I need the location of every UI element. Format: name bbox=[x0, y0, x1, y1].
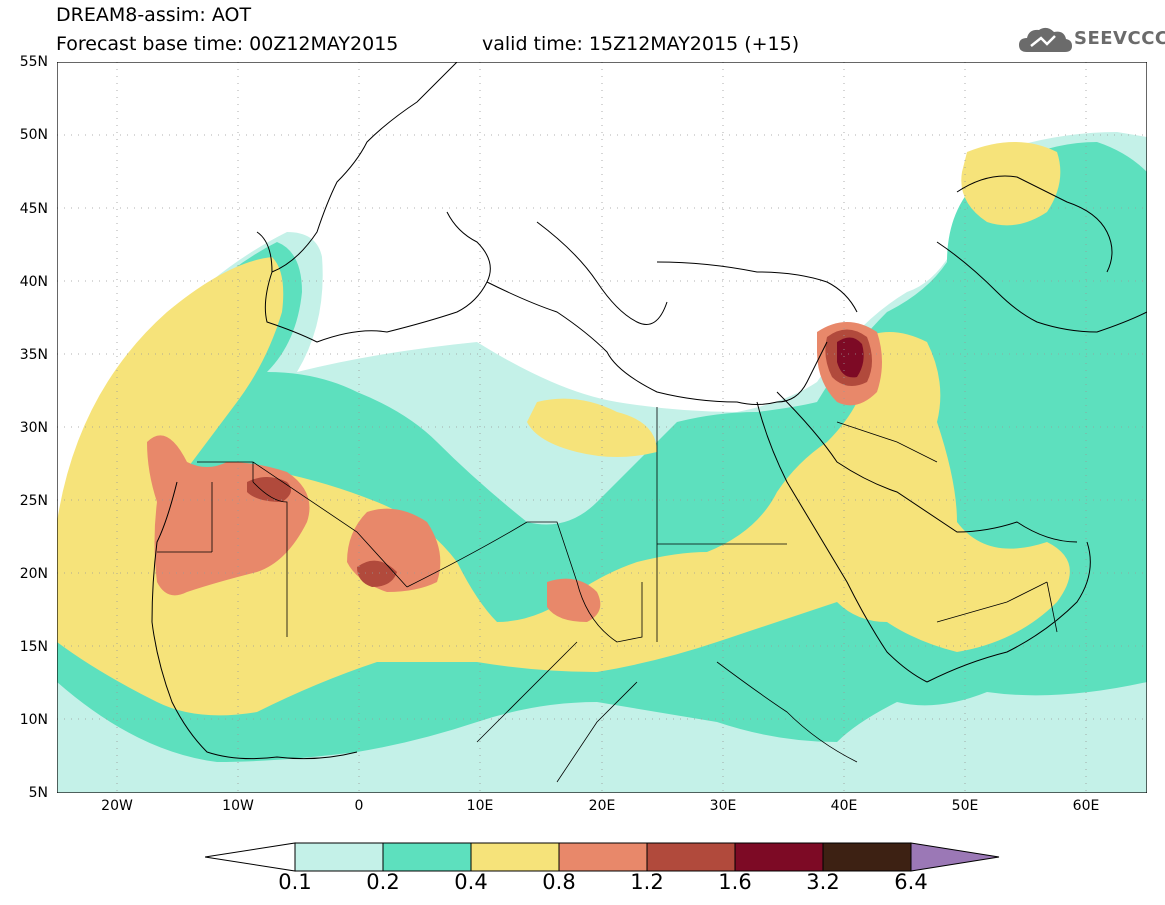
colorbar-low-arrow bbox=[205, 842, 296, 872]
forecast-base-time: Forecast base time: 00Z12MAY2015 bbox=[56, 33, 399, 55]
lon-label-60e: 60E bbox=[1072, 798, 1100, 814]
colorbar-swatch-1.2-1.6 bbox=[646, 842, 736, 872]
lat-label-5n: 5N bbox=[28, 785, 48, 801]
map-title: DREAM8-assim: AOT bbox=[56, 4, 252, 26]
logo-text: SEEVCCC bbox=[1074, 28, 1165, 49]
cloud-icon bbox=[1019, 27, 1072, 52]
lat-label-15n: 15N bbox=[19, 639, 48, 655]
lat-label-25n: 25N bbox=[19, 493, 48, 509]
graticule bbox=[57, 62, 1147, 793]
lat-label-55n: 55N bbox=[19, 54, 48, 70]
lon-label-30e: 30E bbox=[709, 798, 737, 814]
lon-label-0: 0 bbox=[354, 798, 364, 814]
colorbar-label-6.4: 6.4 bbox=[894, 870, 928, 894]
valid-time: valid time: 15Z12MAY2015 (+15) bbox=[482, 33, 800, 55]
colorbar-label-0.1: 0.1 bbox=[278, 870, 312, 894]
lat-label-40n: 40N bbox=[19, 274, 48, 290]
colorbar-swatch-0.8-1.2 bbox=[558, 842, 648, 872]
country-borders bbox=[157, 407, 1058, 783]
lon-label-50e: 50E bbox=[951, 798, 979, 814]
lat-label-30n: 30N bbox=[19, 420, 48, 436]
lon-label-20w: 20W bbox=[101, 798, 133, 814]
lat-label-50n: 50N bbox=[19, 127, 48, 143]
colorbar-label-0.4: 0.4 bbox=[454, 870, 488, 894]
colorbar-swatch-3.2-6.4 bbox=[822, 842, 912, 872]
lat-label-20n: 20N bbox=[19, 566, 48, 582]
seevccc-logo: SEEVCCC bbox=[1017, 24, 1165, 58]
colorbar-swatch-0.4-0.8 bbox=[470, 842, 560, 872]
colorbar-label-3.2: 3.2 bbox=[806, 870, 840, 894]
aot-map bbox=[57, 62, 1147, 793]
lon-label-10e: 10E bbox=[466, 798, 494, 814]
colorbar-swatch-1.6-3.2 bbox=[734, 842, 824, 872]
colorbar-label-1.6: 1.6 bbox=[718, 870, 752, 894]
lon-label-40e: 40E bbox=[830, 798, 858, 814]
colorbar-swatch-0.1-0.2 bbox=[294, 842, 384, 872]
colorbar-swatch-0.2-0.4 bbox=[382, 842, 472, 872]
lat-label-35n: 35N bbox=[19, 347, 48, 363]
lon-label-20e: 20E bbox=[588, 798, 616, 814]
lat-label-45n: 45N bbox=[19, 201, 48, 217]
colorbar-label-0.8: 0.8 bbox=[542, 870, 576, 894]
aot-colorbar bbox=[205, 842, 1000, 872]
colorbar-label-0.2: 0.2 bbox=[366, 870, 400, 894]
colorbar-high-arrow bbox=[910, 842, 1000, 872]
coastlines bbox=[151, 62, 1147, 760]
lon-label-10w: 10W bbox=[222, 798, 254, 814]
colorbar-label-1.2: 1.2 bbox=[630, 870, 664, 894]
lat-label-10n: 10N bbox=[19, 712, 48, 728]
aot-level-1.6 bbox=[837, 337, 864, 378]
aot-level-0.4 bbox=[57, 142, 1070, 716]
